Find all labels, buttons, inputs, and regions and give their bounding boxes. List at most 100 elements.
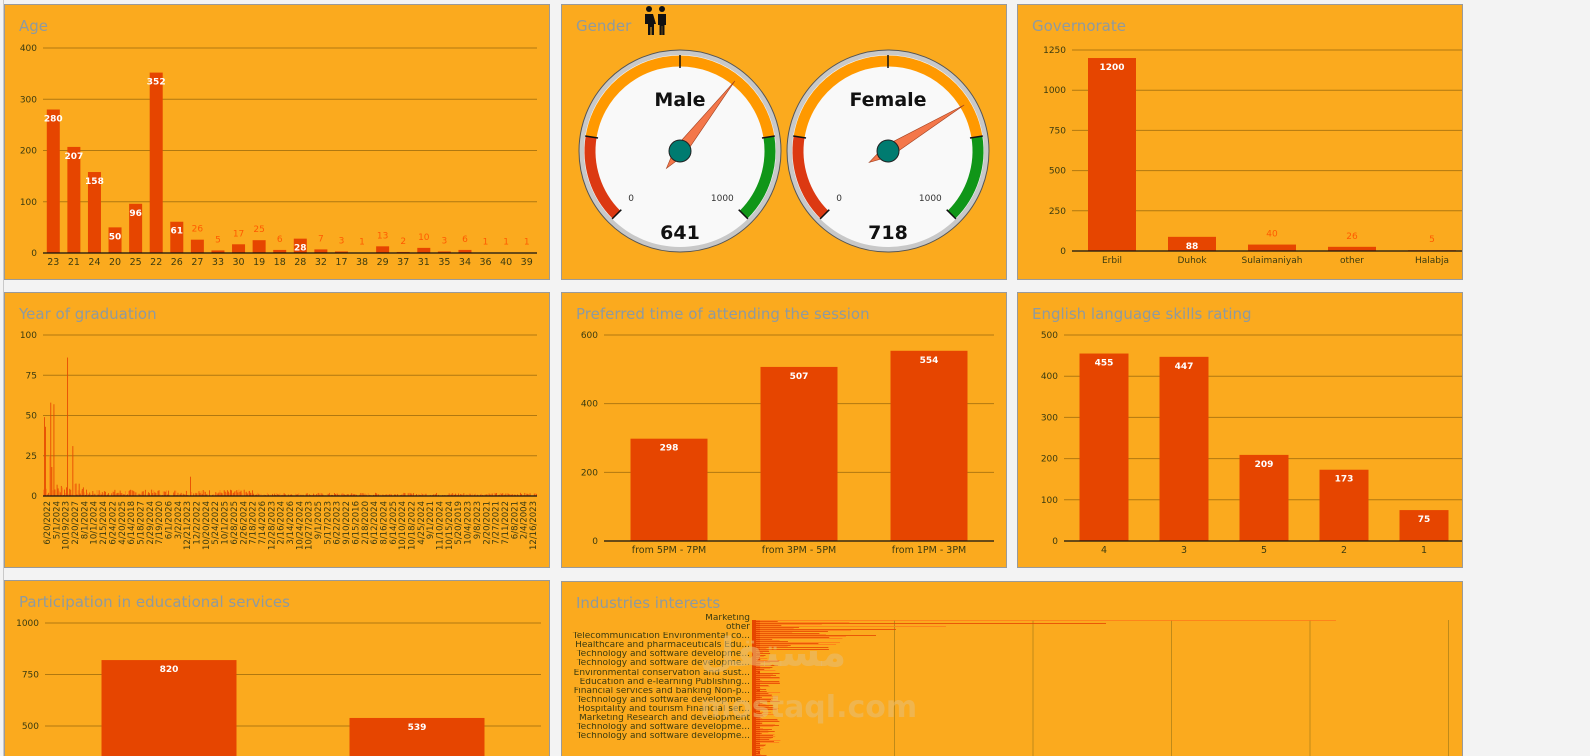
bar[interactable]: 40: [1248, 230, 1296, 251]
industry-label: Technology and software developme...: [576, 723, 750, 733]
svg-text:5/24/2022: 5/24/2022: [211, 501, 221, 545]
bar[interactable]: 25: [252, 225, 266, 253]
bar[interactable]: 1: [520, 237, 534, 254]
svg-text:6/14/2018: 6/14/2018: [127, 501, 137, 545]
bar[interactable]: 1: [355, 237, 369, 254]
bar[interactable]: 1200: [1088, 58, 1136, 251]
svg-text:13: 13: [377, 231, 388, 241]
bar[interactable]: 158: [85, 172, 104, 253]
svg-text:9/1/2021: 9/1/2021: [426, 501, 436, 539]
svg-text:3/14/2026: 3/14/2026: [286, 501, 296, 545]
svg-text:9/1/2025: 9/1/2025: [314, 501, 324, 539]
bar[interactable]: 61: [170, 221, 184, 253]
svg-text:32: 32: [315, 257, 327, 268]
bar[interactable]: 298: [630, 438, 708, 541]
bar[interactable]: 17: [232, 229, 246, 253]
bar[interactable]: 75: [1399, 510, 1449, 541]
bar[interactable]: 280: [44, 109, 63, 254]
svg-text:25: 25: [26, 452, 37, 462]
bar[interactable]: 26: [190, 225, 204, 253]
svg-text:6: 6: [277, 235, 283, 245]
svg-text:10: 10: [418, 233, 430, 243]
bar[interactable]: 209: [1239, 454, 1289, 541]
bar[interactable]: 13: [376, 231, 390, 253]
svg-text:6: 6: [462, 235, 468, 245]
svg-text:0: 0: [31, 492, 37, 502]
svg-text:100: 100: [1041, 496, 1058, 506]
svg-text:34: 34: [459, 257, 471, 268]
svg-text:1250: 1250: [1043, 46, 1066, 56]
participation-chart-panel[interactable]: Participation in educational services 50…: [4, 580, 550, 756]
svg-text:539: 539: [408, 723, 427, 733]
bar[interactable]: 1: [479, 237, 493, 254]
chart-title: English language skills rating: [1032, 305, 1252, 323]
bar[interactable]: 6: [273, 235, 287, 253]
svg-text:2/16/2024: 2/16/2024: [277, 501, 287, 545]
svg-text:2/20/2027: 2/20/2027: [71, 501, 81, 545]
bar[interactable]: 96: [129, 203, 143, 253]
svg-text:11/10/2024: 11/10/2024: [436, 501, 446, 550]
svg-text:400: 400: [20, 44, 37, 54]
bar[interactable]: 2: [396, 237, 410, 253]
svg-text:other: other: [1340, 256, 1364, 266]
bar[interactable]: 28: [293, 238, 307, 254]
svg-text:50: 50: [26, 412, 38, 422]
bar[interactable]: 207: [64, 146, 83, 253]
svg-text:158: 158: [85, 177, 104, 187]
governorate-chart-panel[interactable]: Governorate 0 250 500 750 1000 1250 1200 Erbil 8…: [1017, 4, 1463, 280]
svg-text:1000: 1000: [919, 194, 942, 204]
bar[interactable]: 173: [1319, 469, 1369, 541]
bar[interactable]: 10: [417, 233, 431, 253]
bar[interactable]: 26: [1328, 232, 1376, 251]
svg-text:298: 298: [660, 444, 679, 454]
svg-text:from 5PM - 7PM: from 5PM - 7PM: [632, 545, 707, 556]
svg-text:75: 75: [1418, 515, 1431, 525]
gender-chart-panel[interactable]: Gender 0 1000 Male 641 0 1000 Female 718: [561, 4, 1007, 280]
svg-text:27: 27: [191, 257, 203, 268]
svg-text:4/25/2024: 4/25/2024: [417, 501, 427, 545]
preferred-time-chart-panel[interactable]: Preferred time of attending the session …: [561, 292, 1007, 568]
svg-text:12/16/2023: 12/16/2023: [529, 501, 539, 550]
bar[interactable]: 455: [1079, 353, 1129, 541]
svg-text:2: 2: [1341, 545, 1347, 556]
svg-text:5/18/2027: 5/18/2027: [136, 501, 146, 545]
svg-text:3: 3: [339, 236, 345, 246]
bar[interactable]: 6: [458, 235, 472, 253]
svg-text:10/18/2022: 10/18/2022: [408, 501, 418, 550]
bar[interactable]: 50: [108, 227, 122, 253]
svg-text:37: 37: [397, 257, 409, 268]
age-chart-panel[interactable]: Age 0 100 200 300 400 280 23 207 21 158 24 50 20 96 25…: [4, 4, 550, 280]
svg-text:from 3PM - 5PM: from 3PM - 5PM: [762, 545, 837, 556]
bar[interactable]: 507: [760, 366, 838, 541]
svg-text:5/20/2019: 5/20/2019: [454, 501, 464, 545]
bar[interactable]: 5: [1408, 235, 1456, 252]
svg-text:2/26/2024: 2/26/2024: [239, 501, 249, 545]
svg-text:3: 3: [1181, 545, 1187, 556]
bar[interactable]: 820: [101, 660, 237, 756]
svg-text:554: 554: [920, 356, 939, 366]
svg-text:75: 75: [26, 371, 37, 381]
svg-text:Duhok: Duhok: [1177, 256, 1207, 266]
bar[interactable]: 88: [1168, 236, 1216, 252]
bar[interactable]: 539: [349, 717, 485, 756]
english-chart-panel[interactable]: English language skills rating 0 100 200 30…: [1017, 292, 1463, 568]
graduation-chart-panel[interactable]: Year of graduation 0 25 50 75 100 6/20/2022 5/…: [4, 292, 550, 568]
svg-text:10/4/2023: 10/4/2023: [464, 501, 474, 545]
bar[interactable]: 7: [314, 234, 328, 253]
svg-text:12/21/2023: 12/21/2023: [183, 501, 193, 550]
gender-gauges: 0 1000 Male 641 0 1000 Female 718: [578, 49, 990, 253]
bar[interactable]: 1: [499, 237, 513, 254]
bar[interactable]: 3: [437, 236, 451, 253]
bar[interactable]: 5: [211, 235, 225, 253]
svg-text:24: 24: [88, 257, 100, 268]
industries-chart-panel[interactable]: Industries interests Marketing other Telec…: [561, 581, 1463, 756]
bar[interactable]: 3: [334, 236, 348, 253]
svg-text:300: 300: [20, 95, 37, 105]
svg-text:30: 30: [232, 257, 244, 268]
industries-axis-labels: Marketing other Telecommunication Environm…: [562, 614, 752, 741]
svg-text:29: 29: [377, 257, 389, 268]
bar[interactable]: 447: [1159, 356, 1209, 541]
bar[interactable]: 554: [890, 350, 968, 541]
svg-text:200: 200: [1041, 455, 1058, 465]
bar[interactable]: 352: [147, 72, 166, 253]
